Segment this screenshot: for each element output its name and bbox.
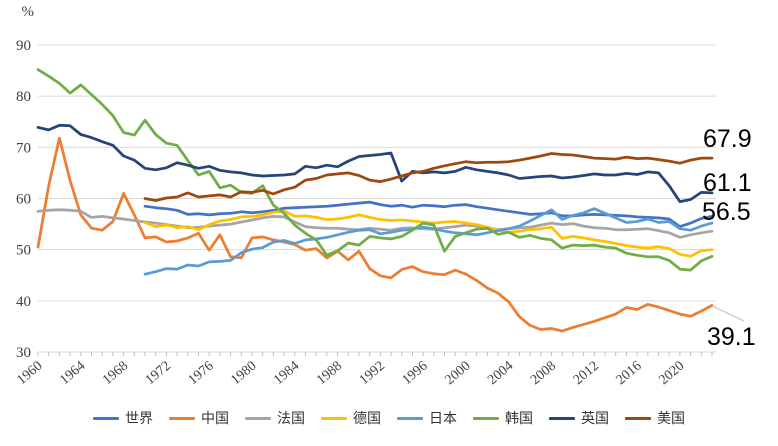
end-label-usa: 67.9 xyxy=(703,125,752,153)
legend-item-uk[interactable]: 英国 xyxy=(549,408,609,428)
chart-legend: 世界 中国 法国 德国 日本 韩国 英国 美国 xyxy=(0,408,778,428)
legend-item-china[interactable]: 中国 xyxy=(169,408,229,428)
legend-item-usa[interactable]: 美国 xyxy=(625,408,685,428)
legend-item-france[interactable]: 法国 xyxy=(245,408,305,428)
legend-label-japan: 日本 xyxy=(429,410,457,426)
legend-label-china: 中国 xyxy=(201,410,229,426)
legend-label-uk: 英国 xyxy=(581,410,609,426)
y-tick-label-40: 40 xyxy=(16,294,31,310)
line-chart: 30 40 50 60 70 80 90% 1960 1964 1968 1972 1976 1980 1… xyxy=(14,4,756,388)
x-tick-label-1964: 1964 xyxy=(57,359,88,388)
x-tick-label-1980: 1980 xyxy=(228,359,259,388)
y-tick-label-70: 70 xyxy=(16,140,31,156)
x-tick-label-2016: 2016 xyxy=(614,359,645,388)
x-tick-label-2008: 2008 xyxy=(528,359,559,388)
x-tick-label-1960: 1960 xyxy=(14,359,45,388)
legend-swatch-france xyxy=(245,416,271,420)
y-tick-label-80: 80 xyxy=(16,89,31,105)
x-tick-label-1988: 1988 xyxy=(314,359,345,388)
series-line-china[interactable] xyxy=(36,136,714,333)
legend-swatch-china xyxy=(169,416,195,420)
x-tick-label-1984: 1984 xyxy=(271,359,302,388)
x-tick-label-2004: 2004 xyxy=(485,359,516,388)
legend-label-korea: 韩国 xyxy=(505,410,533,426)
series-line-korea[interactable] xyxy=(36,68,714,272)
y-axis-unit: % xyxy=(22,4,35,20)
legend-item-korea[interactable]: 韩国 xyxy=(473,408,533,428)
x-tick-label-1996: 1996 xyxy=(400,359,431,388)
series-line-usa[interactable] xyxy=(143,152,714,202)
x-tick-label-1976: 1976 xyxy=(186,359,217,388)
y-tick-label-50: 50 xyxy=(16,243,31,259)
end-label-world: 56.5 xyxy=(702,198,751,226)
y-tick-label-30: 30 xyxy=(16,345,31,361)
end-label-uk: 61.1 xyxy=(703,169,752,197)
legend-swatch-germany xyxy=(321,416,347,420)
legend-item-world[interactable]: 世界 xyxy=(93,408,153,428)
legend-label-france: 法国 xyxy=(277,410,305,426)
series-line-germany[interactable] xyxy=(143,209,714,258)
end-label-china: 39.1 xyxy=(707,323,756,351)
legend-swatch-korea xyxy=(473,416,499,420)
legend-item-japan[interactable]: 日本 xyxy=(397,408,457,428)
legend-item-germany[interactable]: 德国 xyxy=(321,408,381,428)
legend-swatch-uk xyxy=(549,416,575,420)
legend-label-germany: 德国 xyxy=(353,410,381,426)
series-line-japan[interactable] xyxy=(143,207,714,276)
x-tick-label-2012: 2012 xyxy=(571,359,602,388)
legend-label-world: 世界 xyxy=(125,410,153,426)
x-tick-label-1992: 1992 xyxy=(357,359,388,388)
y-tick-label-90: 90 xyxy=(16,38,31,54)
x-tick-label-2000: 2000 xyxy=(442,359,473,388)
label-leader-line xyxy=(711,305,745,322)
legend-swatch-japan xyxy=(397,416,423,420)
series-line-world[interactable] xyxy=(143,200,714,228)
y-tick-label-60: 60 xyxy=(16,192,31,208)
series-line-france[interactable] xyxy=(36,208,714,239)
legend-swatch-world xyxy=(93,416,119,420)
legend-label-usa: 美国 xyxy=(657,410,685,426)
x-tick-label-2020: 2020 xyxy=(656,359,687,388)
x-tick-label-1972: 1972 xyxy=(143,359,174,388)
legend-swatch-usa xyxy=(625,416,651,420)
x-tick-label-1968: 1968 xyxy=(100,359,131,388)
series-line-uk[interactable] xyxy=(36,123,714,203)
